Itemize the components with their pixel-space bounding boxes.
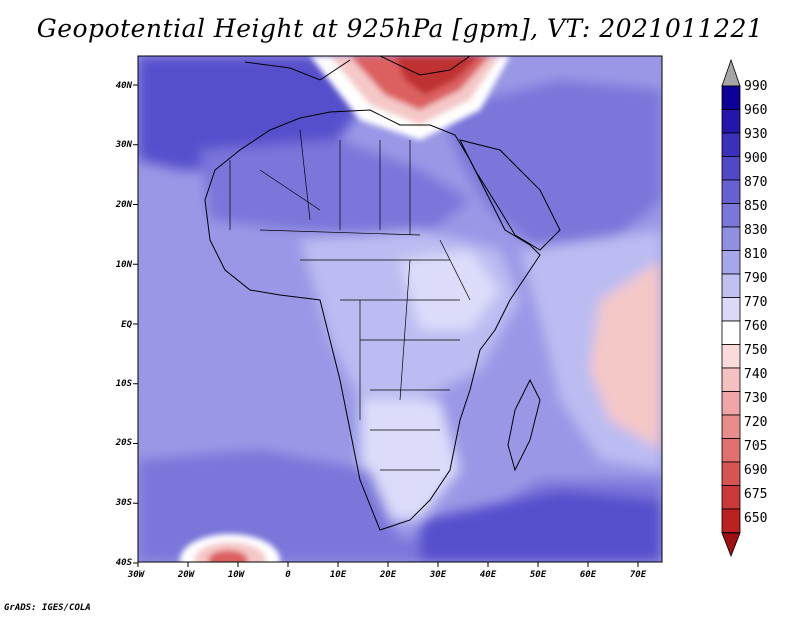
- colorbar-swatch: [721, 344, 741, 369]
- legend-label: 930: [744, 127, 767, 142]
- coastlines: [204, 56, 561, 531]
- field-central-white: [400, 250, 500, 330]
- lon-label: 30W: [127, 570, 146, 580]
- field-satl-red: [208, 550, 248, 562]
- colorbar-swatch: [721, 438, 741, 463]
- lon-label: 60E: [580, 570, 597, 580]
- legend-label: 850: [744, 199, 767, 214]
- lon-label: 10W: [228, 570, 246, 580]
- lat-label: 20S: [115, 438, 133, 448]
- lat-label: 40N: [116, 81, 133, 91]
- colorbar-swatches: [721, 85, 741, 533]
- legend-label: 790: [744, 271, 767, 286]
- field-indian-pink: [590, 260, 662, 450]
- lon-label: 30E: [429, 570, 447, 580]
- africa-coastline: [204, 109, 541, 531]
- colorbar-swatch: [721, 250, 741, 275]
- lat-label: 30N: [115, 140, 133, 150]
- legend-label: 770: [744, 295, 767, 310]
- field-med-darkred: [395, 56, 480, 95]
- lat-label: 30S: [115, 498, 133, 508]
- legend-label: 990: [744, 79, 767, 94]
- lon-axis-labels: 30W 20W 10W 0 10E 20E 30E 40E 50E 60E 70…: [127, 570, 647, 580]
- europe-coastline: [244, 56, 471, 81]
- legend-label: 705: [744, 439, 767, 454]
- lon-label: 70E: [630, 570, 647, 580]
- borders: [229, 129, 471, 471]
- colorbar-swatch: [721, 320, 741, 345]
- colorbar-swatch: [721, 297, 741, 322]
- lon-label: 20W: [177, 570, 196, 580]
- lat-label: 10S: [116, 379, 133, 389]
- colorbar-swatch: [721, 414, 741, 439]
- contour-field: [138, 56, 662, 562]
- lat-label: 10N: [116, 260, 133, 270]
- colorbar-swatch: [721, 391, 741, 416]
- colorbar-swatch: [721, 132, 741, 157]
- colorbar-swatch: [721, 156, 741, 181]
- legend-label: 690: [744, 463, 767, 478]
- colorbar-bottom-arrow: [721, 532, 741, 558]
- colorbar-swatch: [721, 179, 741, 204]
- axis-ticks: [133, 84, 639, 567]
- border-lines: [229, 129, 471, 471]
- lon-label: 0: [285, 570, 291, 580]
- legend-label: 870: [744, 175, 767, 190]
- legend-label: 900: [744, 151, 767, 166]
- lat-label: EQ: [121, 320, 132, 330]
- legend-label: 730: [744, 391, 767, 406]
- colorbar-swatch: [721, 203, 741, 228]
- lon-label: 40E: [480, 570, 497, 580]
- colorbar-swatch: [721, 508, 741, 533]
- field-sw-deep: [420, 490, 662, 562]
- colorbar-swatch: [721, 273, 741, 298]
- lon-label: 50E: [530, 570, 547, 580]
- colorbar-swatch: [721, 485, 741, 510]
- legend-label: 720: [744, 415, 767, 430]
- colorbar-swatch: [721, 461, 741, 486]
- legend-label: 810: [744, 247, 767, 262]
- lon-label: 20E: [379, 570, 397, 580]
- colorbar-swatch: [721, 367, 741, 392]
- colorbar-swatch: [721, 226, 741, 251]
- lat-label: 40S: [116, 558, 133, 568]
- field-arabia-deep: [440, 80, 662, 250]
- legend-label: 750: [744, 343, 767, 358]
- legend-label: 675: [744, 487, 767, 502]
- colorbar-swatch: [721, 109, 741, 134]
- chart-title: Geopotential Height at 925hPa [gpm], VT:…: [36, 14, 764, 43]
- legend-label: 740: [744, 367, 767, 382]
- madagascar-coastline: [507, 378, 541, 472]
- field-sahara-mid: [200, 140, 470, 240]
- legend-label: 830: [744, 223, 767, 238]
- colorbar-top-arrow: [721, 58, 741, 87]
- legend-label: 760: [744, 319, 767, 334]
- lon-label: 10E: [330, 570, 347, 580]
- legend-label: 960: [744, 103, 767, 118]
- legend-label: 650: [744, 511, 767, 526]
- plot-frame: [137, 55, 663, 563]
- grads-credit: GrADS: IGES/COLA: [4, 603, 91, 613]
- lat-axis-labels: 40N 30N 20N 10N EQ 10S 20S 30S 40S: [115, 81, 133, 568]
- colorbar: 990 960 930 900 870 850 830 810 790 770 …: [721, 58, 767, 558]
- lat-label: 20N: [115, 200, 133, 210]
- colorbar-swatch: [721, 85, 741, 110]
- arabia-coastline: [459, 139, 561, 251]
- field-north-deep: [138, 56, 360, 170]
